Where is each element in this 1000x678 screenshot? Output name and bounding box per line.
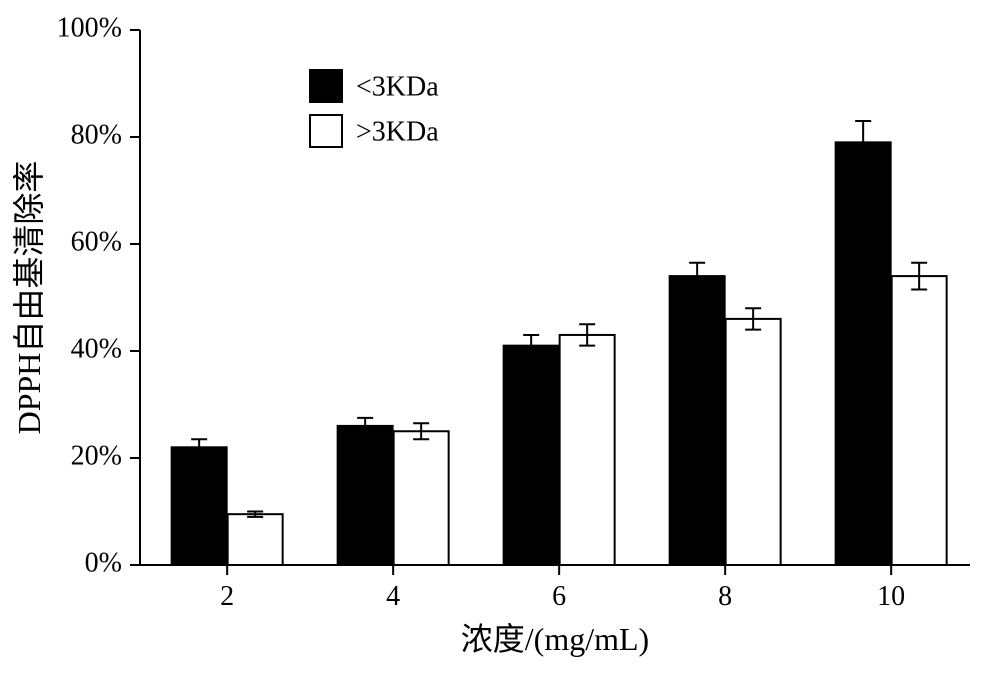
- legend-label-gt3kda: >3KDa: [356, 117, 439, 148]
- bar-gt3kda: [394, 431, 449, 565]
- x-tick-label: 6: [552, 581, 566, 612]
- bar-gt3kda: [560, 335, 615, 565]
- bar-lt3kda: [836, 142, 891, 565]
- x-tick-label: 10: [877, 581, 905, 612]
- bar-lt3kda: [338, 426, 393, 565]
- dpph-bar-chart: 0% 20% 40% 60% 80% 100% 2 4 6 8 10 DPPH自由基清除率浓度/(mg…: [0, 0, 1000, 678]
- bar-lt3kda: [504, 346, 559, 565]
- y-tick-label: 80%: [71, 119, 122, 150]
- bar-lt3kda: [172, 447, 227, 565]
- y-tick-label: 40%: [71, 333, 122, 364]
- legend-label-lt3kda: <3KDa: [356, 72, 439, 103]
- legend-swatch-lt3kda: [310, 70, 342, 102]
- y-tick-label: 60%: [71, 226, 122, 257]
- y-tick-label: 0%: [85, 547, 122, 578]
- bar-gt3kda: [228, 514, 283, 565]
- x-tick-label: 8: [718, 581, 732, 612]
- bar-gt3kda: [892, 276, 947, 565]
- y-axis-label: DPPH自由基清除率: [11, 161, 47, 435]
- chart-svg: 0% 20% 40% 60% 80% 100% 2 4 6 8 10 DPPH自由基清除率浓度/(mg…: [0, 0, 1000, 678]
- x-axis-label: 浓度/(mg/mL): [461, 621, 649, 657]
- y-tick-label: 20%: [71, 440, 122, 471]
- y-tick-label: 100%: [57, 12, 122, 43]
- x-tick-label: 4: [386, 581, 400, 612]
- bar-lt3kda: [670, 276, 725, 565]
- x-tick-label: 2: [220, 581, 234, 612]
- legend-swatch-gt3kda: [310, 115, 342, 147]
- bar-gt3kda: [726, 319, 781, 565]
